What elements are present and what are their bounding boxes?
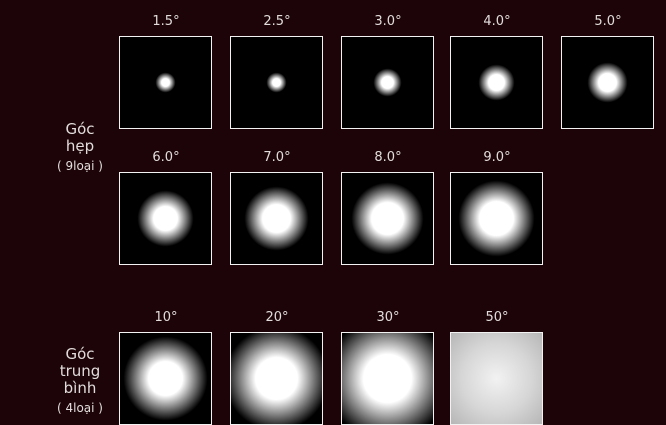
- beam-tile: [230, 172, 323, 265]
- angle-label: 6.0°: [119, 150, 213, 165]
- group-title: trung: [45, 363, 115, 380]
- angle-label: 7.0°: [230, 150, 324, 165]
- group-count: ( 9loại ): [45, 159, 115, 173]
- beam-tile: [450, 332, 543, 425]
- beam-tile: [450, 36, 543, 129]
- angle-label: 4.0°: [450, 14, 544, 29]
- beam-tile: [450, 172, 543, 265]
- beam-tile: [230, 332, 323, 425]
- group-count: ( 4loại ): [45, 401, 115, 415]
- angle-label: 30°: [341, 310, 435, 325]
- angle-label: 2.5°: [230, 14, 324, 29]
- beam-tile: [341, 172, 434, 265]
- angle-label: 10°: [119, 310, 213, 325]
- group-title: Góc: [45, 121, 115, 138]
- angle-label: 5.0°: [561, 14, 655, 29]
- beam-tile: [230, 36, 323, 129]
- beam-tile: [119, 36, 212, 129]
- group-title: bình: [45, 380, 115, 397]
- beam-tile: [561, 36, 654, 129]
- angle-label: 50°: [450, 310, 544, 325]
- angle-label: 9.0°: [450, 150, 544, 165]
- angle-label: 8.0°: [341, 150, 435, 165]
- angle-label: 3.0°: [341, 14, 435, 29]
- group-title: hẹp: [45, 138, 115, 155]
- beam-tile: [119, 332, 212, 425]
- page: Góchẹp( 9loại )1.5°2.5°3.0°4.0°5.0°6.0°7…: [0, 0, 666, 425]
- beam-tile: [341, 36, 434, 129]
- angle-label: 20°: [230, 310, 324, 325]
- beam-tile: [341, 332, 434, 425]
- group-title: Góc: [45, 346, 115, 363]
- angle-label: 1.5°: [119, 14, 213, 29]
- beam-tile: [119, 172, 212, 265]
